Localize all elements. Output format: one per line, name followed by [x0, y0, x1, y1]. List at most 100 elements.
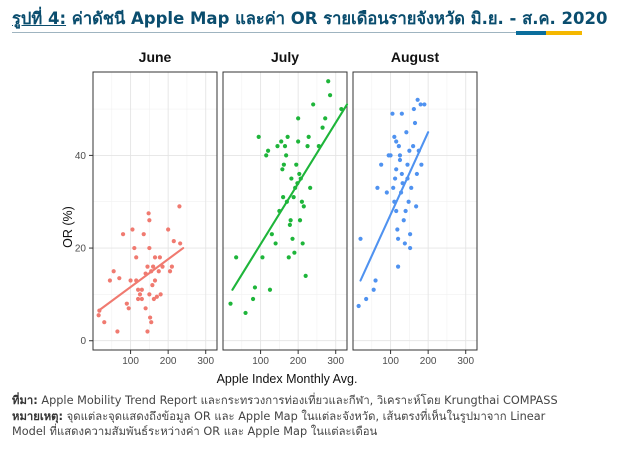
- data-point: [147, 292, 152, 297]
- data-point: [137, 292, 143, 297]
- y-tick-label: 40: [75, 151, 87, 162]
- x-tick-label: 100: [122, 356, 139, 367]
- facet-title: June: [139, 49, 172, 65]
- facet-june: June 100 200 300 0 20 40: [75, 49, 218, 367]
- data-point: [147, 245, 152, 251]
- data-point: [418, 102, 423, 107]
- data-point: [394, 208, 399, 214]
- data-point: [306, 134, 311, 139]
- figure-title: รูปที่ 4: ค่าดัชนี Apple Map และค่า OR ร…: [12, 6, 612, 32]
- data-point: [358, 236, 363, 241]
- source-label: ที่มา:: [12, 394, 38, 407]
- note-line-2: Model ที่แสดงความสัมพันธ์ระหว่างค่า OR แ…: [12, 425, 378, 438]
- data-point: [139, 296, 144, 302]
- data-point: [243, 310, 248, 316]
- data-point: [134, 255, 139, 260]
- x-tick-label: 300: [457, 356, 474, 367]
- data-point: [152, 255, 158, 260]
- data-point: [135, 287, 141, 292]
- data-point: [297, 218, 303, 223]
- y-axis-label: OR (%): [61, 206, 75, 248]
- data-point: [285, 134, 290, 139]
- data-point: [157, 255, 162, 260]
- data-point: [280, 167, 285, 172]
- data-point: [289, 176, 294, 181]
- accent-bar-blue: [516, 31, 546, 35]
- data-point: [395, 227, 400, 232]
- fit-line: [97, 247, 185, 312]
- figure-number: รูปที่ 4:: [12, 9, 67, 28]
- data-point: [145, 264, 150, 269]
- data-point: [299, 199, 305, 204]
- data-point: [156, 269, 161, 274]
- data-point: [282, 144, 288, 149]
- facet-july: July 100 200 300: [222, 49, 349, 367]
- data-point: [323, 116, 328, 121]
- x-tick-label: 200: [420, 356, 437, 367]
- data-point: [132, 245, 137, 251]
- accent-bar-gold: [546, 31, 582, 35]
- data-point: [395, 236, 401, 241]
- data-point: [401, 218, 406, 223]
- x-tick-label: 200: [160, 356, 177, 367]
- data-point: [139, 287, 144, 292]
- x-tick-label: 100: [382, 356, 399, 367]
- data-point: [256, 134, 261, 139]
- data-point: [394, 139, 399, 144]
- panel-background: [93, 72, 217, 350]
- facet-title: July: [271, 49, 299, 65]
- data-point: [267, 287, 273, 292]
- data-point: [126, 306, 131, 311]
- x-tick-label: 300: [197, 356, 214, 367]
- fit-line: [231, 103, 349, 291]
- data-point: [111, 269, 116, 274]
- data-point: [373, 278, 378, 283]
- data-point: [411, 144, 416, 149]
- data-point: [308, 185, 313, 190]
- data-point: [409, 185, 414, 190]
- data-point: [148, 315, 153, 320]
- data-point: [411, 106, 416, 112]
- data-point: [141, 232, 146, 237]
- data-point: [107, 278, 113, 283]
- data-point: [364, 296, 369, 302]
- data-point: [422, 102, 427, 107]
- data-point: [96, 313, 101, 318]
- data-point: [281, 162, 286, 167]
- panel-border: [222, 71, 348, 351]
- x-axis-label: Apple Index Monthly Avg.: [217, 372, 358, 386]
- data-point: [143, 306, 148, 311]
- y-tick-label: 0: [80, 336, 86, 347]
- data-point: [145, 329, 150, 334]
- data-point: [403, 208, 408, 214]
- data-point: [152, 278, 158, 283]
- data-point: [408, 232, 413, 237]
- data-point: [177, 204, 182, 209]
- data-point: [284, 153, 289, 158]
- data-point: [124, 301, 129, 306]
- data-point: [305, 144, 310, 149]
- data-point: [297, 171, 302, 177]
- data-point: [388, 153, 393, 158]
- data-point: [286, 255, 291, 260]
- facet-title: August: [391, 49, 440, 65]
- data-point: [151, 264, 156, 269]
- data-point: [311, 102, 316, 107]
- data-point: [252, 285, 258, 290]
- data-point: [296, 139, 301, 144]
- data-point: [320, 125, 325, 130]
- data-point: [150, 283, 155, 288]
- fit-line: [359, 131, 430, 282]
- scatter-chart: June 100 200 300 0 20 40 July 100 200 300 August 100…: [61, 49, 478, 386]
- data-point: [397, 157, 403, 163]
- data-point: [287, 222, 292, 227]
- data-point: [408, 245, 413, 251]
- data-point: [158, 292, 163, 297]
- data-point: [260, 255, 265, 260]
- data-point: [414, 204, 419, 209]
- note-line: หมายเหตุ: จุดแต่ละจุดแสดงถึงข้อมูล OR แล…: [12, 409, 612, 425]
- data-point: [375, 185, 380, 190]
- data-point: [303, 273, 308, 278]
- data-point: [228, 301, 233, 306]
- data-point: [178, 241, 183, 246]
